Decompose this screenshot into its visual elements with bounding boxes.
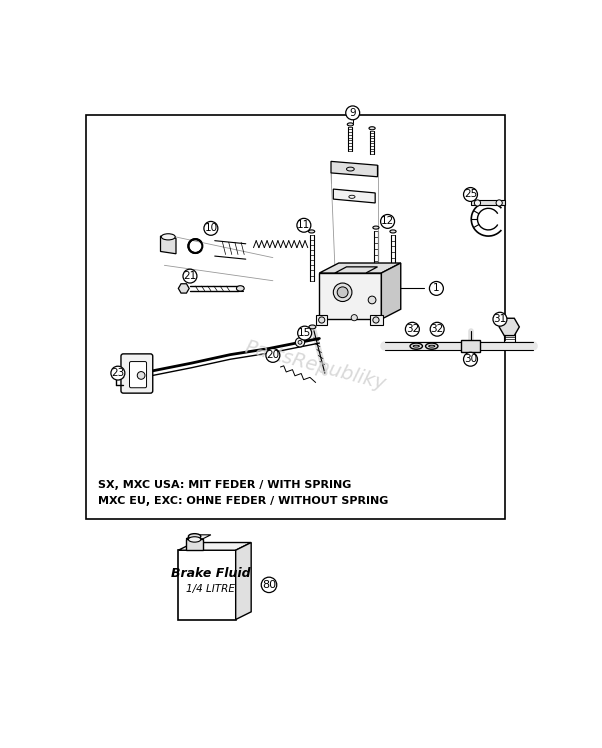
FancyBboxPatch shape bbox=[129, 361, 146, 387]
Polygon shape bbox=[320, 263, 401, 273]
Polygon shape bbox=[186, 535, 211, 539]
Circle shape bbox=[298, 340, 302, 344]
Polygon shape bbox=[331, 162, 377, 177]
Text: 10: 10 bbox=[204, 224, 217, 233]
Circle shape bbox=[183, 269, 197, 283]
Ellipse shape bbox=[309, 325, 316, 329]
Text: 80: 80 bbox=[262, 580, 276, 590]
Text: 9: 9 bbox=[349, 108, 356, 118]
Ellipse shape bbox=[237, 286, 244, 291]
Text: 32: 32 bbox=[406, 324, 419, 334]
Ellipse shape bbox=[188, 533, 201, 539]
Ellipse shape bbox=[373, 226, 379, 229]
Ellipse shape bbox=[308, 230, 315, 233]
Text: 1: 1 bbox=[433, 283, 439, 293]
Text: PartsRepubliky: PartsRepubliky bbox=[243, 337, 388, 393]
Ellipse shape bbox=[161, 233, 175, 240]
Text: 21: 21 bbox=[184, 271, 197, 281]
Ellipse shape bbox=[369, 126, 375, 130]
Ellipse shape bbox=[188, 537, 201, 542]
Polygon shape bbox=[178, 551, 235, 619]
Circle shape bbox=[380, 215, 394, 228]
Text: 20: 20 bbox=[266, 350, 279, 361]
Polygon shape bbox=[334, 189, 375, 203]
Circle shape bbox=[204, 221, 218, 236]
Text: 11: 11 bbox=[297, 220, 311, 230]
Circle shape bbox=[405, 322, 420, 336]
Ellipse shape bbox=[410, 343, 423, 349]
Text: 1/4 LITRE: 1/4 LITRE bbox=[187, 583, 235, 594]
Bar bbox=[86, 115, 505, 519]
Text: 15: 15 bbox=[298, 328, 311, 338]
Polygon shape bbox=[382, 263, 401, 319]
Text: MXC EU, EXC: OHNE FEDER / WITHOUT SPRING: MXC EU, EXC: OHNE FEDER / WITHOUT SPRING bbox=[99, 496, 389, 506]
Circle shape bbox=[373, 317, 379, 323]
Polygon shape bbox=[235, 542, 251, 619]
Circle shape bbox=[493, 313, 507, 326]
Text: 31: 31 bbox=[493, 314, 506, 324]
Circle shape bbox=[368, 296, 376, 304]
Polygon shape bbox=[315, 316, 327, 325]
Polygon shape bbox=[461, 340, 480, 352]
Polygon shape bbox=[471, 200, 505, 205]
Text: 12: 12 bbox=[381, 216, 394, 227]
Ellipse shape bbox=[347, 123, 353, 126]
Circle shape bbox=[111, 367, 125, 380]
Circle shape bbox=[334, 283, 352, 301]
Polygon shape bbox=[335, 267, 377, 273]
Text: SX, MXC USA: MIT FEDER / WITH SPRING: SX, MXC USA: MIT FEDER / WITH SPRING bbox=[99, 480, 352, 490]
Text: 30: 30 bbox=[464, 355, 477, 364]
Circle shape bbox=[266, 349, 280, 362]
Circle shape bbox=[137, 372, 145, 379]
Polygon shape bbox=[370, 316, 383, 325]
Circle shape bbox=[261, 577, 277, 592]
Circle shape bbox=[297, 326, 312, 340]
Circle shape bbox=[429, 281, 444, 295]
FancyBboxPatch shape bbox=[121, 354, 153, 393]
Circle shape bbox=[351, 315, 358, 321]
Ellipse shape bbox=[429, 346, 435, 347]
Polygon shape bbox=[320, 273, 382, 319]
Polygon shape bbox=[178, 542, 251, 551]
Circle shape bbox=[430, 322, 444, 336]
Circle shape bbox=[297, 218, 311, 232]
Circle shape bbox=[464, 188, 477, 201]
Text: Brake Fluid: Brake Fluid bbox=[171, 567, 250, 580]
Text: 23: 23 bbox=[111, 368, 125, 378]
Ellipse shape bbox=[426, 343, 438, 349]
Polygon shape bbox=[161, 236, 176, 254]
Ellipse shape bbox=[115, 367, 121, 378]
Circle shape bbox=[464, 352, 477, 367]
Text: 32: 32 bbox=[430, 324, 444, 334]
Circle shape bbox=[346, 106, 359, 120]
Circle shape bbox=[318, 317, 325, 323]
Circle shape bbox=[296, 337, 305, 347]
Ellipse shape bbox=[390, 230, 396, 233]
Text: 25: 25 bbox=[464, 189, 477, 200]
Bar bbox=[186, 539, 203, 551]
Circle shape bbox=[474, 200, 480, 206]
Ellipse shape bbox=[413, 346, 420, 347]
Circle shape bbox=[496, 200, 502, 206]
Circle shape bbox=[337, 287, 348, 298]
